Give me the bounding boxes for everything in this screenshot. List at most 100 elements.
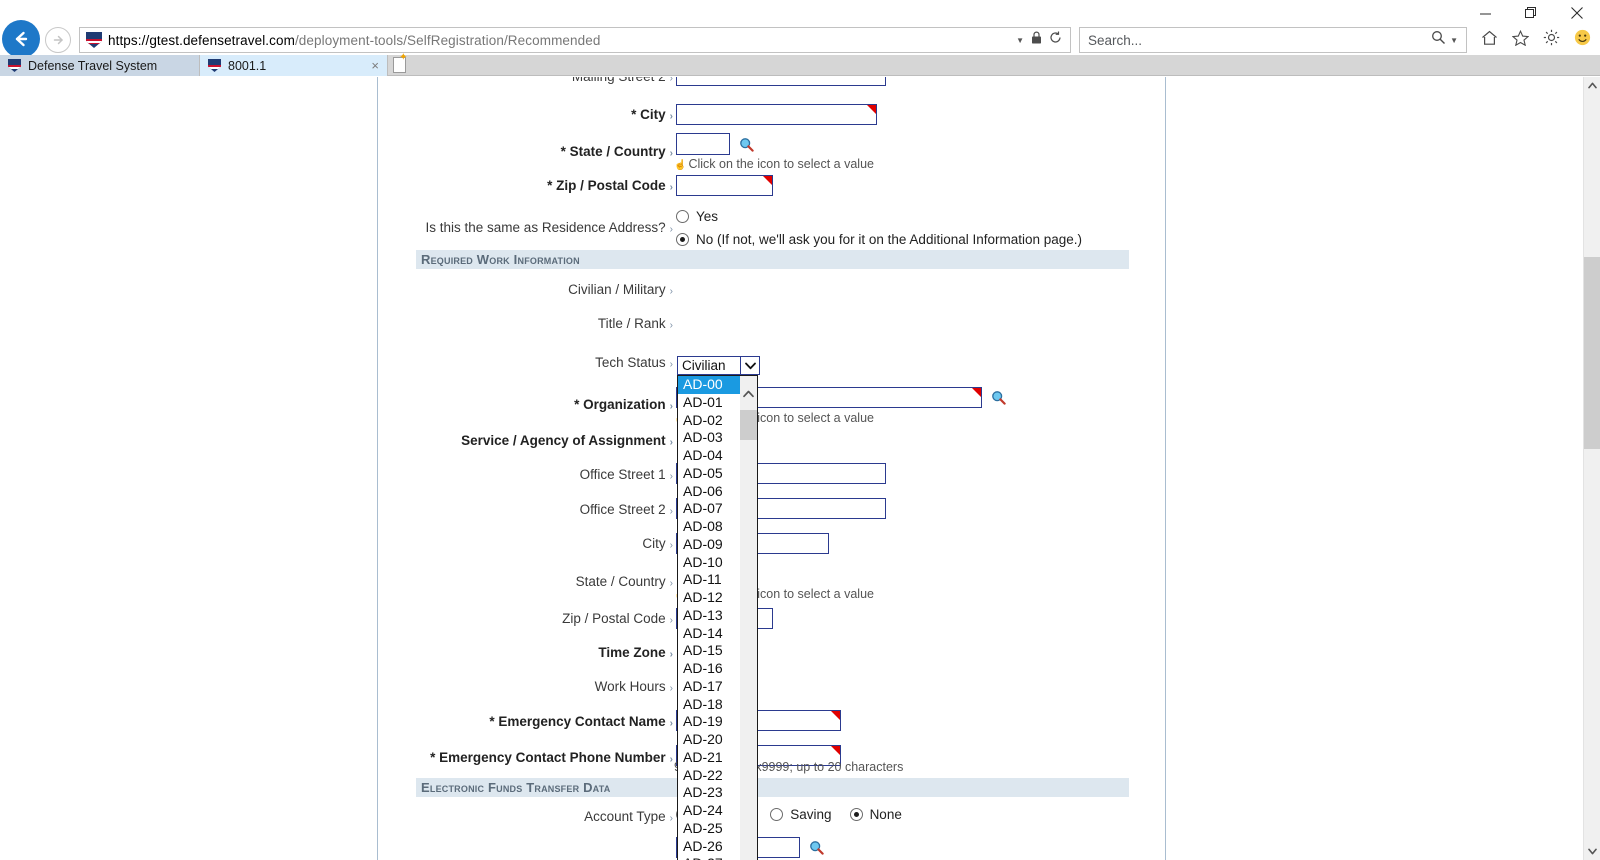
dropdown-option[interactable]: AD-11 [683,571,722,588]
smiley-feedback-icon[interactable] [1574,29,1591,51]
dropdown-option[interactable]: AD-20 [683,731,723,747]
chevron-up-icon[interactable] [1584,77,1600,94]
label-title-rank: Title / Rank › [597,316,673,331]
chevron-up-icon[interactable] [740,385,757,402]
magnifier-icon[interactable] [739,137,754,152]
dropdown-option[interactable]: AD-06 [683,482,723,499]
field-state-country [676,133,754,155]
dropdown-option[interactable]: AD-18 [683,695,723,712]
label-mailing-street-2: Mailing Street 2› [572,77,673,84]
dropdown-option[interactable]: AD-02 [683,411,723,428]
label-civilian-military: Civilian / Military › [568,282,673,297]
settings-gear-icon[interactable] [1543,29,1560,51]
civilian-military-dropdown-list[interactable]: AD-00 AD-01 AD-02 AD-03 AD-04 AD-05 AD-06 AD-07… [677,375,758,860]
radio-account-saving[interactable]: Saving [770,807,832,822]
dropdown-option[interactable]: AD-14 [683,624,723,641]
field-residence-radio-group: Yes No (If not, we'll ask you for it on … [676,209,1082,247]
magnifier-icon[interactable] [991,390,1006,405]
dropdown-option[interactable]: AD-07 [683,500,723,517]
dropdown-option[interactable]: AD-22 [683,766,723,783]
dropdown-option[interactable]: AD-10 [683,553,723,570]
label-service-agency-assignment: Service / Agency of Assignment › [461,433,673,448]
mailing-street-2-input[interactable] [676,77,886,86]
dropdown-option[interactable]: AD-21 [683,748,723,765]
dropdown-option[interactable]: AD-00 [678,376,742,394]
dropdown-option[interactable]: AD-13 [683,606,723,623]
close-button[interactable] [1554,0,1600,26]
label-account-type: Account Type › [584,809,673,824]
dropdown-scroll-thumb[interactable] [740,410,757,440]
page-scrollbar[interactable] [1583,77,1600,860]
minimize-button[interactable] [1462,0,1508,26]
chevron-down-icon[interactable]: ▼ [1450,35,1458,45]
tab-strip: Defense Travel System 8001.1 × [0,52,1600,76]
dropdown-option[interactable]: AD-16 [683,660,723,676]
forward-button[interactable] [45,27,71,53]
state-country-input[interactable] [676,133,730,155]
radio-icon-selected[interactable] [849,808,863,821]
refresh-icon[interactable] [1049,31,1062,49]
radio-account-none[interactable]: None [849,807,902,822]
chevron-down-icon[interactable] [740,357,759,374]
home-icon[interactable] [1481,30,1498,51]
chevron-down-icon[interactable]: ▼ [1016,35,1024,45]
new-tab-button[interactable] [388,52,410,75]
tab-defense-travel-system[interactable]: Defense Travel System [0,55,200,76]
tab-label: Defense Travel System [28,58,158,73]
dropdown-option[interactable]: AD-04 [683,447,723,463]
dropdown-option[interactable]: AD-03 [683,429,723,446]
tab-close-icon[interactable]: × [371,58,379,73]
radio-icon-selected[interactable] [676,233,689,246]
radio-icon[interactable] [770,808,784,821]
tab-8001-1[interactable]: 8001.1 × [200,55,388,76]
dropdown-option[interactable]: AD-15 [683,642,723,659]
back-button[interactable] [2,19,40,58]
dropdown-option[interactable]: AD-09 [683,535,723,552]
radio-label-yes: Yes [696,209,719,224]
dropdown-option[interactable]: AD-17 [683,677,723,694]
magnifier-icon[interactable] [809,840,824,855]
label-emergency-contact-name: * Emergency Contact Name › [489,714,673,729]
favorites-star-icon[interactable] [1511,29,1530,51]
restore-button[interactable] [1508,0,1554,26]
radio-label-none: None [869,807,902,822]
search-input[interactable]: Search... [1088,32,1143,48]
lock-icon[interactable] [1031,31,1042,49]
label-office-street-1: Office Street 1 › [579,467,673,482]
label-office-city: City › [642,536,673,551]
zip-postal-code-input[interactable] [676,175,773,196]
label-time-zone: Time Zone › [598,645,673,660]
dropdown-options[interactable]: AD-00 AD-01 AD-02 AD-03 AD-04 AD-05 AD-06 AD-07… [678,376,742,860]
search-bar[interactable]: Search... ▼ [1079,27,1467,53]
dropdown-option[interactable]: AD-26 [683,837,723,854]
search-icon[interactable] [1431,30,1446,50]
radio-residence-no[interactable]: No (If not, we'll ask you for it on the … [676,232,1082,247]
chevron-down-icon[interactable] [1584,843,1600,860]
radio-residence-yes[interactable]: Yes [676,209,1082,224]
dropdown-option[interactable]: AD-19 [683,713,723,730]
label-tech-status: Tech Status › [595,355,673,370]
section-header-required-work-information: Required Work Information [416,250,1129,269]
dropdown-option[interactable]: AD-08 [683,518,723,534]
page-scroll-thumb[interactable] [1584,257,1600,449]
dropdown-option[interactable]: AD-24 [683,802,723,818]
label-state-country: * State / Country › [560,144,673,159]
radio-label-saving: Saving [790,807,832,822]
radio-icon[interactable] [676,210,689,223]
page-viewport: Mailing Street 2› * City› * State / Coun… [0,77,1600,860]
window-controls [1462,0,1600,26]
dropdown-option[interactable]: AD-27 [678,855,742,860]
dropdown-option[interactable]: AD-01 [683,393,723,410]
dropdown-scrollbar[interactable] [740,376,757,860]
address-bar[interactable]: https://gtest.defensetravel.com/deployme… [79,27,1071,53]
dropdown-option[interactable]: AD-25 [683,819,723,836]
address-url: https://gtest.defensetravel.com/deployme… [108,32,601,48]
city-input[interactable] [676,104,877,125]
dropdown-option[interactable]: AD-12 [683,589,723,605]
dts-shield-icon [86,32,102,48]
dropdown-option[interactable]: AD-05 [683,464,723,481]
civilian-military-select[interactable]: Civilian [677,356,760,375]
label-city: * City › [631,107,673,122]
dropdown-option[interactable]: AD-23 [683,784,723,801]
